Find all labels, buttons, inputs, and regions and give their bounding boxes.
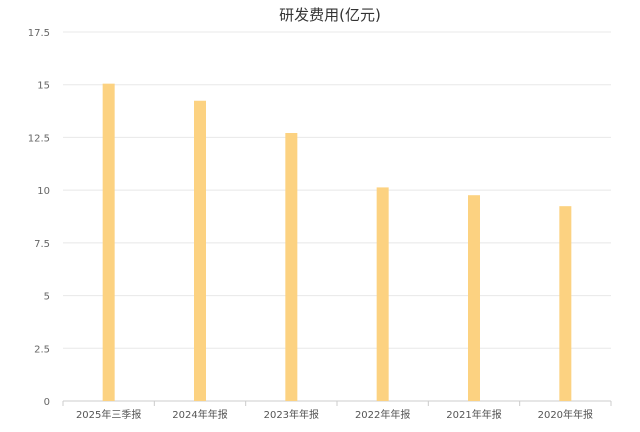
bar[interactable] [285, 133, 298, 402]
x-tick-label: 2020年年报 [538, 408, 593, 421]
bar[interactable] [468, 195, 480, 401]
x-tick-label: 2022年年报 [355, 408, 410, 421]
bar[interactable] [102, 83, 115, 401]
bar[interactable] [559, 206, 572, 401]
y-tick-label: 2.5 [34, 344, 50, 355]
bar[interactable] [376, 187, 389, 401]
chart-title: 研发费用(亿元) [279, 6, 381, 24]
x-tick-label: 2021年年报 [446, 408, 501, 421]
y-tick-label: 0 [44, 397, 50, 408]
y-tick-label: 17.5 [28, 28, 50, 39]
bar[interactable] [194, 100, 206, 401]
y-tick-label: 15 [37, 81, 50, 92]
y-tick-label: 10 [37, 186, 50, 197]
x-tick-label: 2024年年报 [172, 408, 227, 421]
x-tick-label: 2025年三季报 [76, 408, 141, 421]
y-tick-label: 12.5 [28, 133, 50, 144]
y-tick-label: 7.5 [34, 239, 50, 250]
y-tick-label: 5 [44, 292, 50, 303]
x-tick-label: 2023年年报 [264, 408, 319, 421]
